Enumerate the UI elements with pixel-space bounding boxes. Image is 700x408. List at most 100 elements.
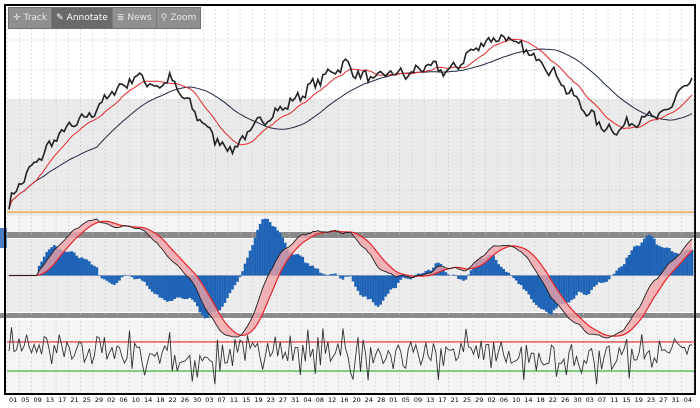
histogram-bar bbox=[656, 244, 659, 275]
histogram-bar bbox=[173, 276, 176, 299]
x-tick-label: 22 bbox=[168, 396, 176, 404]
histogram-bar bbox=[653, 239, 656, 276]
histogram-bar bbox=[344, 276, 347, 277]
histogram-bar bbox=[517, 276, 520, 284]
histogram-bar bbox=[389, 276, 392, 290]
histogram-bar bbox=[93, 266, 96, 276]
toolbar-news-button[interactable]: ≣News bbox=[113, 8, 157, 28]
histogram-bar bbox=[588, 276, 591, 294]
x-tick-label: 26 bbox=[561, 396, 569, 404]
histogram-bar bbox=[640, 243, 643, 276]
x-tick-label: 07 bbox=[218, 396, 226, 404]
histogram-bar bbox=[635, 245, 638, 275]
histogram-bar bbox=[68, 252, 71, 276]
histogram-bar bbox=[600, 276, 603, 284]
x-tick-label: 29 bbox=[475, 396, 483, 404]
histogram-bar bbox=[88, 261, 91, 275]
histogram-bar bbox=[603, 276, 606, 283]
histogram-bar bbox=[224, 276, 227, 304]
x-tick-label: 13 bbox=[46, 396, 54, 404]
histogram-bar bbox=[643, 239, 646, 276]
magnifier-icon: ⚲ bbox=[161, 13, 168, 23]
histogram-bar bbox=[106, 276, 109, 281]
histogram-bar bbox=[171, 276, 174, 301]
x-tick-label: 11 bbox=[610, 396, 618, 404]
histogram-bar bbox=[598, 276, 601, 283]
histogram-bar bbox=[138, 276, 141, 279]
x-tick-label: 19 bbox=[635, 396, 643, 404]
x-tick-label: 29 bbox=[95, 396, 103, 404]
histogram-bar bbox=[301, 257, 304, 276]
x-tick-label: 21 bbox=[451, 396, 459, 404]
x-tick-label: 22 bbox=[549, 396, 557, 404]
histogram-bar bbox=[113, 276, 116, 285]
histogram-bar bbox=[593, 276, 596, 287]
histogram-bar bbox=[595, 276, 598, 285]
x-tick-label: 10 bbox=[512, 396, 520, 404]
histogram-bar bbox=[158, 276, 161, 298]
histogram-bar bbox=[78, 258, 81, 275]
x-tick-label: 18 bbox=[537, 396, 545, 404]
x-tick-label: 28 bbox=[377, 396, 385, 404]
toolbar-zoom-button[interactable]: ⚲Zoom bbox=[157, 8, 201, 28]
x-tick-label: 30 bbox=[193, 396, 201, 404]
histogram-bar bbox=[73, 253, 76, 276]
histogram-bar bbox=[329, 274, 332, 275]
histogram-bar bbox=[251, 245, 254, 275]
histogram-bar bbox=[176, 276, 179, 298]
x-tick-label: 17 bbox=[58, 396, 66, 404]
histogram-bar bbox=[646, 236, 649, 276]
x-tick-label: 01 bbox=[389, 396, 397, 404]
x-tick-label: 02 bbox=[107, 396, 115, 404]
background-layer bbox=[0, 5, 700, 394]
x-tick-label: 27 bbox=[279, 396, 287, 404]
histogram-bar bbox=[322, 274, 325, 276]
histogram-bar bbox=[312, 266, 315, 276]
x-tick-label: 31 bbox=[671, 396, 679, 404]
x-tick-label: 05 bbox=[21, 396, 29, 404]
histogram-bar bbox=[575, 276, 578, 296]
histogram-bar bbox=[98, 275, 101, 276]
histogram-bar bbox=[178, 276, 181, 298]
histogram-bar bbox=[384, 276, 387, 297]
histogram-bar bbox=[156, 276, 159, 295]
histogram-bar bbox=[219, 276, 222, 311]
histogram-bar bbox=[507, 273, 510, 276]
histogram-bar bbox=[111, 276, 114, 285]
histogram-bar bbox=[296, 254, 299, 276]
histogram-bar bbox=[349, 276, 352, 277]
histogram-bar bbox=[342, 276, 345, 280]
histogram-bar bbox=[269, 222, 272, 275]
histogram-bar bbox=[573, 276, 576, 299]
x-tick-label: 15 bbox=[242, 396, 250, 404]
news-icon: ≣ bbox=[117, 13, 125, 23]
histogram-bar bbox=[216, 276, 219, 312]
chart-toolbar: ✛Track✎Annotate≣News⚲Zoom bbox=[8, 7, 201, 29]
x-tick-label: 03 bbox=[205, 396, 213, 404]
histogram-bar bbox=[535, 276, 538, 305]
histogram-bar bbox=[578, 276, 581, 292]
histogram-bar bbox=[103, 276, 106, 280]
histogram-bar bbox=[304, 263, 307, 276]
histogram-bar bbox=[470, 270, 473, 275]
histogram-bar bbox=[249, 251, 252, 276]
x-tick-label: 25 bbox=[463, 396, 471, 404]
histogram-bar bbox=[359, 276, 362, 296]
histogram-bar bbox=[367, 276, 370, 300]
histogram-bar bbox=[377, 276, 380, 307]
histogram-bar bbox=[83, 259, 86, 276]
histogram-bar bbox=[648, 235, 651, 276]
histogram-bar bbox=[460, 276, 463, 280]
toolbar-annotate-button[interactable]: ✎Annotate bbox=[52, 8, 113, 28]
histogram-bar bbox=[317, 269, 320, 276]
x-tick-label: 30 bbox=[573, 396, 581, 404]
x-tick-label: 03 bbox=[586, 396, 594, 404]
histogram-bar bbox=[319, 273, 322, 276]
histogram-bar bbox=[352, 276, 355, 282]
histogram-bar bbox=[374, 276, 377, 306]
toolbar-track-button[interactable]: ✛Track bbox=[9, 8, 52, 28]
x-tick-label: 08 bbox=[316, 396, 324, 404]
histogram-bar bbox=[108, 276, 111, 283]
x-tick-label: 23 bbox=[267, 396, 275, 404]
